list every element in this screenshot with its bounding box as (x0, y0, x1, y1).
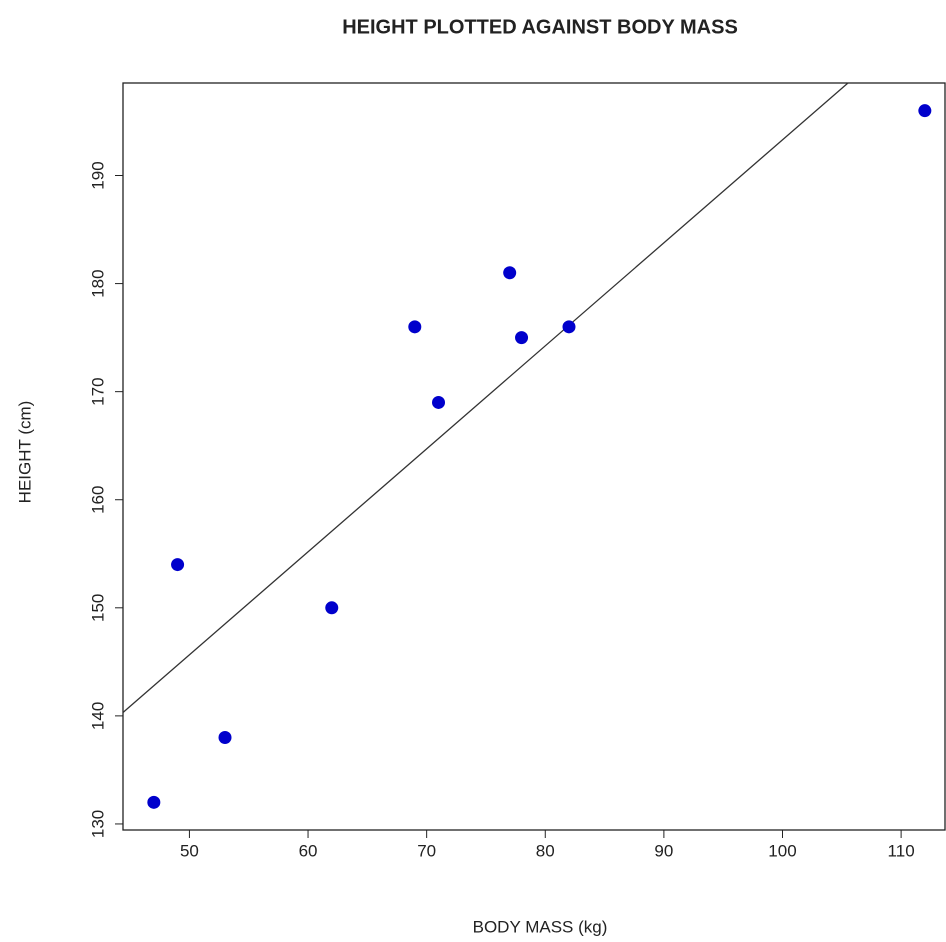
plot-frame (122, 82, 946, 831)
data-point (408, 320, 422, 334)
x-tick-label: 60 (299, 841, 318, 860)
x-axis-label: BODY MASS (kg) (473, 917, 608, 936)
data-point (218, 730, 232, 744)
data-point (503, 266, 517, 280)
chart-title: HEIGHT PLOTTED AGAINST BODY MASS (342, 16, 738, 38)
data-point (562, 320, 576, 334)
x-tick-label: 70 (417, 841, 436, 860)
x-tick-label: 90 (654, 841, 673, 860)
y-tick-label: 150 (88, 594, 107, 622)
trend-line (122, 82, 849, 713)
x-tick-label: 110 (888, 841, 915, 860)
y-tick-label: 130 (88, 810, 107, 838)
x-tick-label: 80 (536, 841, 555, 860)
y-tick-label: 140 (88, 702, 107, 730)
data-point (147, 795, 161, 809)
data-point (515, 331, 529, 345)
x-tick-label: 100 (768, 841, 796, 860)
data-point (325, 601, 339, 615)
data-point (918, 104, 932, 118)
y-tick-label: 170 (88, 377, 107, 405)
y-tick-label: 160 (88, 486, 107, 514)
data-point (171, 558, 185, 572)
x-tick-label: 50 (180, 841, 199, 860)
y-axis-label: HEIGHT (cm) (15, 401, 34, 504)
y-tick-label: 180 (88, 269, 107, 297)
data-point (432, 395, 446, 409)
y-tick-label: 190 (88, 161, 107, 189)
